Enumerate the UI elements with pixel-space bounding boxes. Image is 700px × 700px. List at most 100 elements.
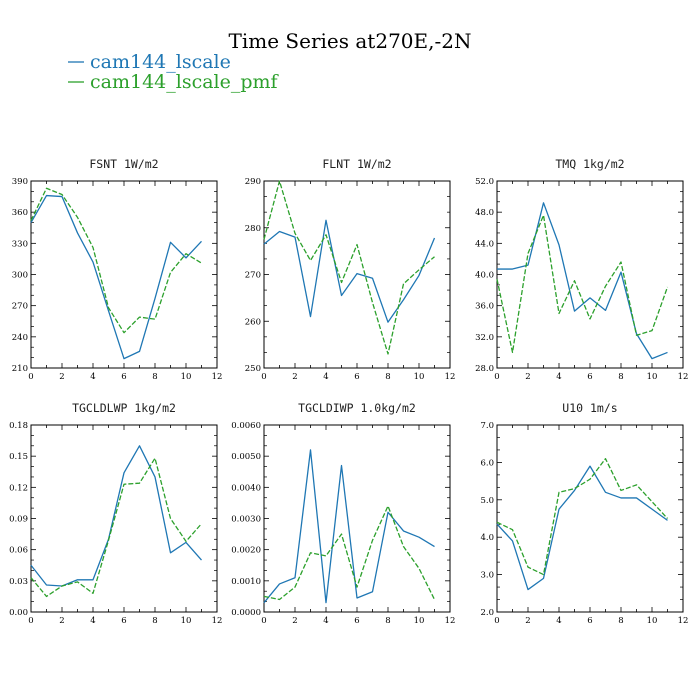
x-tick-label: 8 <box>385 372 390 382</box>
x-tick-label: 8 <box>152 372 157 382</box>
x-tick-label: 10 <box>647 372 658 382</box>
x-tick-label: 6 <box>121 372 126 382</box>
x-tick-label: 0 <box>261 616 266 626</box>
y-tick-label: 44.0 <box>475 239 494 249</box>
y-tick-label: 40.0 <box>475 271 494 281</box>
y-tick-label: 0.0010 <box>231 577 261 587</box>
panel-title: FLNT 1W/m2 <box>322 157 391 171</box>
x-tick-label: 4 <box>556 372 561 382</box>
x-tick-label: 0 <box>261 372 266 382</box>
x-tick-label: 12 <box>212 616 223 626</box>
y-tick-label: 0.06 <box>9 546 28 556</box>
x-tick-label: 0 <box>28 616 33 626</box>
y-tick-label: 7.0 <box>480 421 494 431</box>
y-tick-label: 270 <box>12 302 28 312</box>
panel-title: TMQ 1kg/m2 <box>555 157 624 171</box>
x-tick-label: 2 <box>59 616 64 626</box>
y-tick-label: 36.0 <box>475 302 494 312</box>
x-tick-label: 12 <box>445 372 456 382</box>
x-tick-label: 6 <box>587 372 592 382</box>
series-line-1 <box>496 465 668 591</box>
y-tick-label: 4.0 <box>480 533 494 543</box>
panel-title: TGCLDLWP 1kg/m2 <box>72 401 176 415</box>
x-tick-label: 10 <box>414 616 425 626</box>
y-tick-label: 0.0060 <box>231 421 261 431</box>
y-tick-label: 290 <box>245 177 261 187</box>
legend: cam144_lscale cam144_lscale_pmf <box>68 51 280 93</box>
series-line-2 <box>496 458 668 576</box>
x-tick-label: 12 <box>678 616 689 626</box>
x-tick-label: 6 <box>354 372 359 382</box>
y-tick-label: 0.0040 <box>231 483 261 493</box>
plot-frame <box>263 424 451 613</box>
panel-title: U10 1m/s <box>562 401 617 415</box>
x-tick-label: 0 <box>28 372 33 382</box>
y-tick-label: 52.0 <box>475 177 494 187</box>
y-tick-label: 32.0 <box>475 333 494 343</box>
x-tick-label: 2 <box>292 616 297 626</box>
y-tick-label: 48.0 <box>475 208 494 218</box>
chart-panel-6: U10 1m/s 0 2 4 6 8 10 12 2.0 3.0 4.0 5.0 6.0 7.0 <box>480 401 688 626</box>
x-tick-label: 10 <box>181 372 192 382</box>
x-tick-label: 2 <box>292 372 297 382</box>
x-tick-label: 6 <box>587 616 592 626</box>
y-tick-label: 0.0030 <box>231 515 261 525</box>
panels: FSNT 1W/m20 2 4 6 8 10 12210240270300330360390… <box>9 157 688 626</box>
y-tick-label: 360 <box>12 208 28 218</box>
y-tick-label: 3.0 <box>480 571 494 581</box>
x-tick-label: 8 <box>385 616 390 626</box>
plot-frame <box>496 180 684 369</box>
y-tick-label: 390 <box>12 177 28 187</box>
x-tick-label: 12 <box>445 616 456 626</box>
series-line-2 <box>263 180 435 355</box>
x-tick-label: 10 <box>414 372 425 382</box>
chart-panel-1: FSNT 1W/m2 0 2 4 6 8 10 12 210 240 270 300 330 360 390 <box>12 157 223 382</box>
y-tick-label: 0.00 <box>9 608 28 618</box>
x-tick-label: 4 <box>90 372 95 382</box>
series-line-2 <box>30 187 202 334</box>
y-tick-label: 0.12 <box>9 483 28 493</box>
y-tick-label: 0.03 <box>9 577 28 587</box>
plot-frame <box>30 180 218 369</box>
legend-label-1: cam144_lscale <box>90 51 231 73</box>
series-line-1 <box>497 202 668 360</box>
figure-title: Time Series at270E,-2N <box>229 29 472 53</box>
x-tick-label: 0 <box>494 372 499 382</box>
y-tick-label: 250 <box>245 364 261 374</box>
y-tick-label: 330 <box>12 239 28 249</box>
x-tick-label: 4 <box>90 616 95 626</box>
x-tick-label: 0 <box>494 616 499 626</box>
x-tick-label: 4 <box>556 616 561 626</box>
y-tick-label: 280 <box>245 224 261 234</box>
series-line-1 <box>30 445 202 587</box>
y-tick-label: 240 <box>12 333 28 343</box>
legend-label-2: cam144_lscale_pmf <box>90 71 280 93</box>
panel-title: FSNT 1W/m2 <box>89 157 158 171</box>
x-tick-label: 6 <box>354 616 359 626</box>
y-tick-label: 0.18 <box>9 421 28 431</box>
y-tick-label: 6.0 <box>480 458 494 468</box>
plot-frame <box>30 424 218 613</box>
plot-frame <box>496 424 684 613</box>
y-tick-label: 260 <box>245 317 261 327</box>
y-tick-label: 0.0000 <box>231 608 261 618</box>
chart-panel-5: TGCLDIWP 1.0kg/m2 0 2 4 6 8 10 12 0.0000 0.0010 0.… <box>231 401 455 626</box>
x-tick-label: 2 <box>59 372 64 382</box>
panel-title: TGCLDIWP 1.0kg/m2 <box>298 401 416 415</box>
x-tick-label: 4 <box>323 616 328 626</box>
y-tick-label: 270 <box>245 271 261 281</box>
x-tick-label: 2 <box>525 616 530 626</box>
x-tick-label: 10 <box>647 616 658 626</box>
x-tick-label: 2 <box>525 372 530 382</box>
y-tick-label: 0.15 <box>9 452 28 462</box>
series-line-2 <box>263 505 436 601</box>
y-tick-label: 5.0 <box>480 496 494 506</box>
y-tick-label: 0.09 <box>9 515 28 525</box>
chart-panel-3: TMQ 1kg/m2 0 2 4 6 8 10 12 28.0 32.0 36.0 40.0 44.0 4… <box>475 157 688 382</box>
x-tick-label: 8 <box>618 616 623 626</box>
series-line-2 <box>30 457 202 598</box>
series-line-1 <box>30 194 202 360</box>
y-tick-label: 210 <box>12 364 28 374</box>
x-tick-label: 12 <box>678 372 689 382</box>
